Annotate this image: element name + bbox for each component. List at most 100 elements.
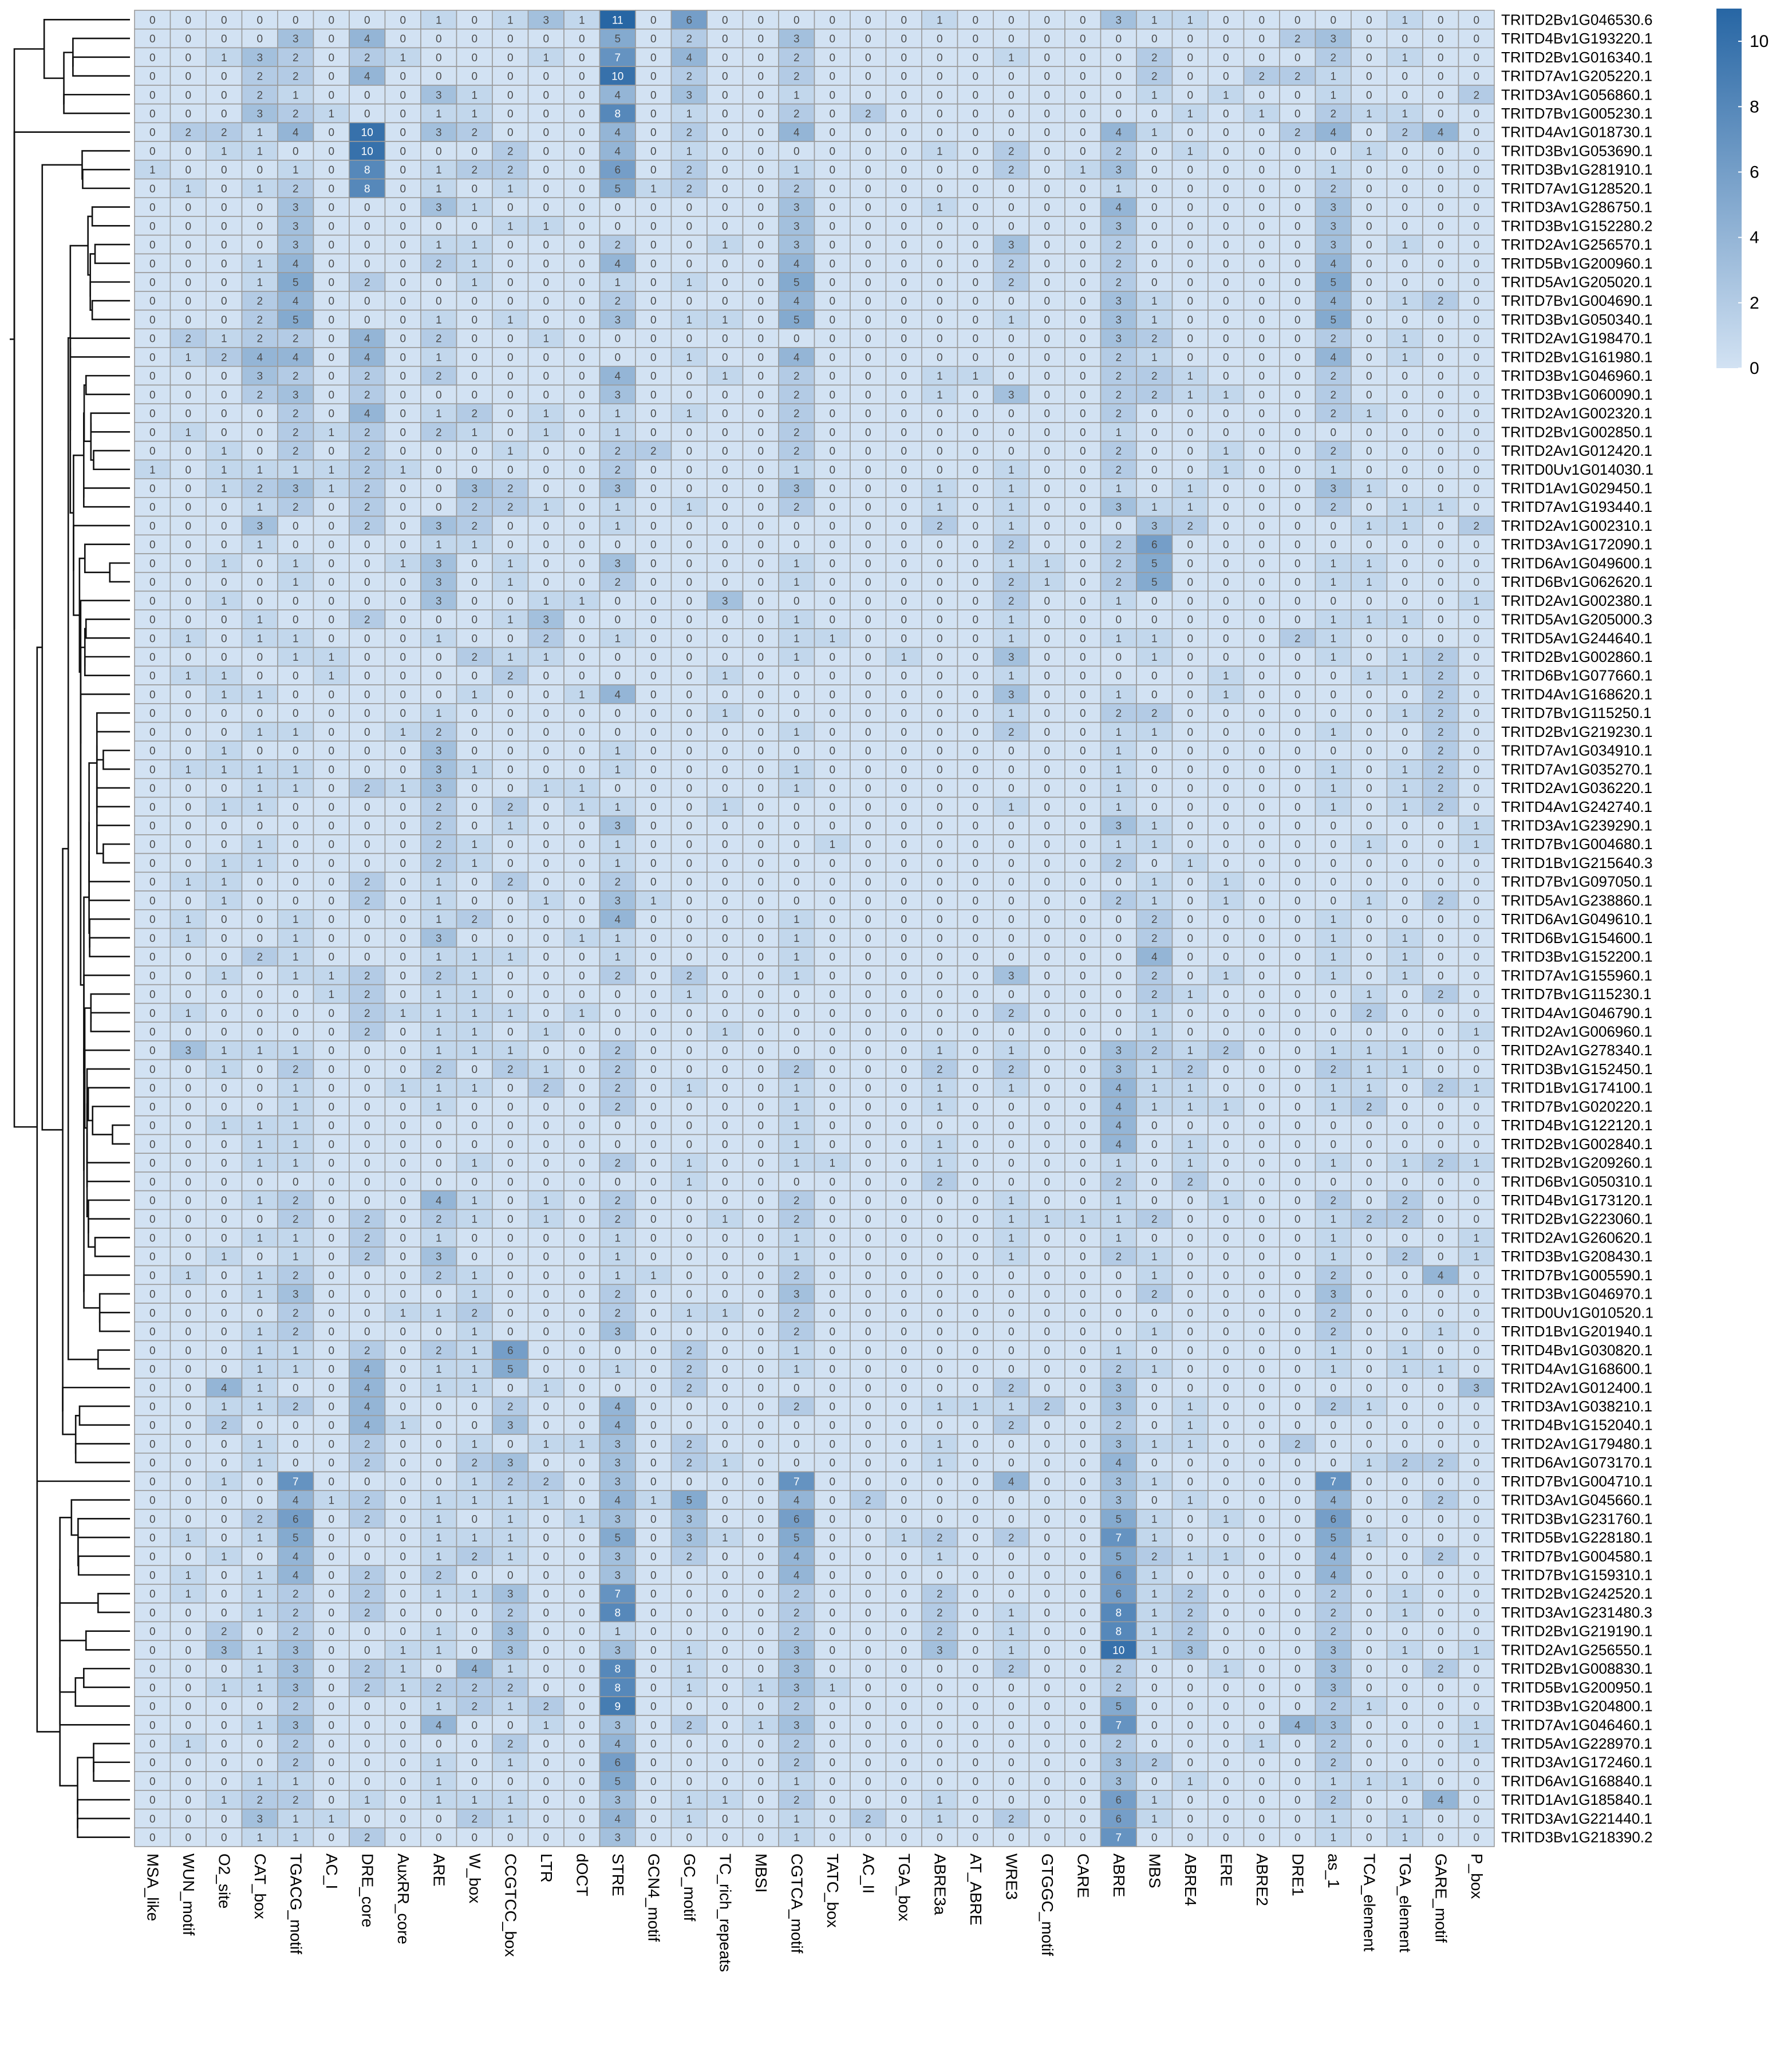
cell-value-label: 0 bbox=[507, 127, 514, 139]
cell-value-label: 1 bbox=[293, 970, 299, 982]
cell-value-label: 0 bbox=[650, 1045, 657, 1057]
cell-value-label: 0 bbox=[256, 427, 263, 439]
cell-value-label: 0 bbox=[794, 14, 800, 26]
cell-value-label: 0 bbox=[937, 1195, 943, 1207]
cell-value-label: 0 bbox=[1258, 314, 1265, 326]
cell-value-label: 0 bbox=[400, 502, 406, 514]
cell-value-label: 0 bbox=[829, 408, 835, 420]
cell-value-label: 1 bbox=[436, 183, 442, 195]
cell-value-label: 2 bbox=[614, 970, 621, 982]
cell-value-label: 0 bbox=[722, 164, 728, 176]
cell-value-label: 0 bbox=[1402, 483, 1408, 495]
cell-value-label: 0 bbox=[829, 1120, 835, 1132]
cell-value-label: 0 bbox=[436, 277, 442, 289]
cell-value-label: 0 bbox=[722, 1195, 728, 1207]
cell-value-label: 0 bbox=[1080, 1101, 1086, 1113]
cell-value-label: 0 bbox=[185, 295, 191, 307]
cell-value-label: 0 bbox=[686, 220, 692, 232]
cell-value-label: 0 bbox=[1008, 783, 1015, 795]
cell-value-label: 0 bbox=[865, 483, 871, 495]
cell-value-label: 0 bbox=[400, 220, 406, 232]
cell-value-label: 0 bbox=[579, 445, 585, 457]
cell-value-label: 5 bbox=[1151, 558, 1158, 570]
dendrogram-branch bbox=[77, 1817, 130, 1838]
cell-value-label: 0 bbox=[1008, 33, 1015, 45]
cell-value-label: 0 bbox=[829, 33, 835, 45]
cell-value-label: 1 bbox=[1366, 839, 1372, 851]
cell-value-label: 2 bbox=[364, 277, 370, 289]
cell-value-label: 0 bbox=[1402, 1101, 1408, 1113]
cell-value-label: 1 bbox=[1330, 164, 1336, 176]
cell-value-label: 2 bbox=[364, 445, 370, 457]
cell-value-label: 1 bbox=[1187, 1083, 1193, 1095]
cell-value-label: 0 bbox=[1080, 970, 1086, 982]
cell-value-label: 0 bbox=[328, 258, 334, 270]
cell-value-label: 1 bbox=[543, 1064, 549, 1076]
cell-value-label: 0 bbox=[829, 389, 835, 401]
cell-value-label: 0 bbox=[1223, 821, 1229, 833]
cell-value-label: 0 bbox=[1008, 746, 1015, 758]
cell-value-label: 0 bbox=[937, 52, 943, 64]
cell-value-label: 0 bbox=[865, 689, 871, 701]
cell-value-label: 0 bbox=[865, 127, 871, 139]
cell-value-label: 0 bbox=[221, 1026, 227, 1038]
cell-value-label: 0 bbox=[400, 614, 406, 626]
cell-value-label: 1 bbox=[937, 1045, 943, 1057]
cell-value-label: 0 bbox=[757, 614, 764, 626]
cell-value-label: 0 bbox=[865, 539, 871, 551]
cell-value-label: 0 bbox=[829, 89, 835, 101]
cell-value-label: 0 bbox=[400, 877, 406, 889]
cell-value-label: 0 bbox=[757, 314, 764, 326]
cell-value-label: 1 bbox=[149, 464, 156, 476]
cell-value-label: 0 bbox=[937, 802, 943, 814]
cell-value-label: 0 bbox=[1223, 108, 1229, 120]
cell-value-label: 0 bbox=[1080, 858, 1086, 870]
cell-value-label: 0 bbox=[543, 1139, 549, 1151]
dendrogram-branch bbox=[85, 374, 130, 396]
cell-value-label: 2 bbox=[256, 333, 263, 345]
cell-value-label: 0 bbox=[865, 577, 871, 589]
cell-value-label: 1 bbox=[1366, 408, 1372, 420]
cell-value-label: 0 bbox=[1044, 164, 1050, 176]
cell-value-label: 1 bbox=[1473, 1158, 1479, 1170]
cell-value-label: 0 bbox=[650, 633, 657, 645]
cell-value-label: 3 bbox=[794, 33, 800, 45]
cell-value-label: 0 bbox=[1223, 633, 1229, 645]
cell-value-label: 2 bbox=[293, 1195, 299, 1207]
cell-value-label: 0 bbox=[650, 708, 657, 720]
cell-value-label: 0 bbox=[1473, 389, 1479, 401]
cell-value-label: 2 bbox=[794, 408, 800, 420]
cell-value-label: 0 bbox=[1294, 970, 1301, 982]
heatmap-cell bbox=[599, 66, 636, 86]
cell-value-label: 0 bbox=[185, 708, 191, 720]
cell-value-label: 1 bbox=[256, 183, 263, 195]
cell-value-label: 0 bbox=[1438, 1195, 1444, 1207]
cell-value-label: 0 bbox=[471, 314, 477, 326]
cell-value-label: 1 bbox=[1473, 839, 1479, 851]
cell-value-label: 0 bbox=[794, 595, 800, 608]
cell-value-label: 0 bbox=[400, 314, 406, 326]
cell-value-label: 2 bbox=[614, 1045, 621, 1057]
cell-value-label: 2 bbox=[686, 127, 692, 139]
cell-value-label: 0 bbox=[185, 539, 191, 551]
cell-value-label: 11 bbox=[612, 14, 623, 26]
cell-value-label: 0 bbox=[686, 295, 692, 307]
cell-value-label: 1 bbox=[256, 277, 263, 289]
cell-value-label: 0 bbox=[328, 877, 334, 889]
cell-value-label: 4 bbox=[364, 352, 370, 364]
cell-value-label: 0 bbox=[185, 202, 191, 214]
cell-value-label: 0 bbox=[328, 1214, 334, 1226]
cell-value-label: 1 bbox=[1330, 1083, 1336, 1095]
cell-value-label: 3 bbox=[794, 483, 800, 495]
cell-value-label: 0 bbox=[579, 183, 585, 195]
cell-value-label: 1 bbox=[937, 502, 943, 514]
cell-value-label: 0 bbox=[149, 520, 156, 533]
cell-value-label: 0 bbox=[185, 614, 191, 626]
cell-value-label: 0 bbox=[1473, 333, 1479, 345]
dendrogram-branch bbox=[84, 543, 130, 574]
cell-value-label: 0 bbox=[865, 727, 871, 739]
cell-value-label: 0 bbox=[937, 858, 943, 870]
cell-value-label: 0 bbox=[579, 258, 585, 270]
cell-value-label: 2 bbox=[1115, 408, 1122, 420]
heatmap-cell bbox=[850, 47, 887, 67]
